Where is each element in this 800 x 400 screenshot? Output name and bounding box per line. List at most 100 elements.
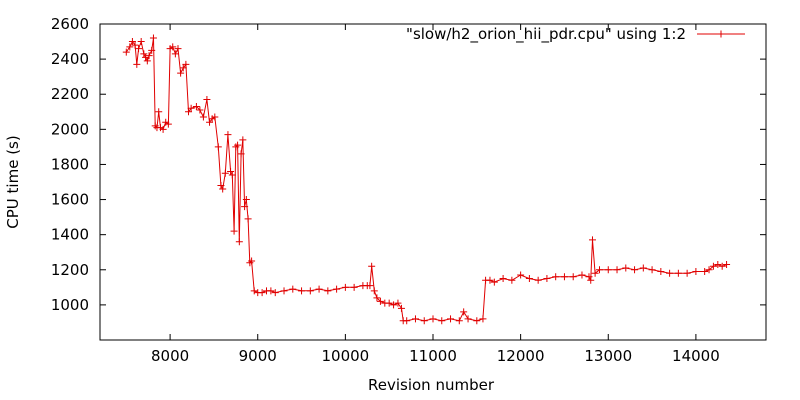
y-tick-label: 1800 bbox=[51, 155, 89, 173]
data-point bbox=[376, 297, 384, 305]
data-point bbox=[142, 53, 150, 61]
x-tick-label: 11000 bbox=[409, 347, 457, 365]
data-point bbox=[214, 143, 222, 151]
data-point bbox=[306, 287, 314, 295]
data-point bbox=[155, 108, 163, 116]
data-point bbox=[622, 264, 630, 272]
data-point bbox=[177, 69, 185, 77]
data-point bbox=[289, 285, 297, 293]
data-point bbox=[192, 103, 200, 111]
data-point bbox=[244, 215, 252, 223]
data-point bbox=[333, 285, 341, 293]
legend-series-name: "slow/h2_orion_hii_pdr.cpu" using 1:2 bbox=[406, 25, 686, 44]
data-point bbox=[499, 275, 507, 283]
data-point bbox=[174, 45, 182, 53]
data-point bbox=[341, 283, 349, 291]
data-point bbox=[517, 271, 525, 279]
y-tick-label: 1200 bbox=[51, 261, 89, 279]
data-point bbox=[366, 282, 374, 290]
x-axis-title: Revision number bbox=[368, 376, 495, 394]
data-point bbox=[385, 299, 393, 307]
data-point bbox=[587, 276, 595, 284]
data-point bbox=[230, 227, 238, 235]
data-point bbox=[211, 113, 219, 121]
data-point bbox=[639, 264, 647, 272]
data-point bbox=[239, 136, 247, 144]
data-point bbox=[298, 287, 306, 295]
data-point bbox=[525, 275, 533, 283]
data-point bbox=[543, 275, 551, 283]
data-point bbox=[135, 45, 143, 53]
y-tick-label: 1000 bbox=[51, 296, 89, 314]
data-point bbox=[217, 182, 225, 190]
data-point bbox=[479, 315, 487, 323]
data-point bbox=[149, 34, 157, 42]
y-axis-ticks: 1000 1200 1400 1600 1800 2000 2200 2400 2600 bbox=[51, 15, 766, 314]
data-point bbox=[534, 276, 542, 284]
data-point bbox=[569, 273, 577, 281]
data-point bbox=[403, 317, 411, 325]
y-tick-label: 1600 bbox=[51, 191, 89, 209]
data-point bbox=[394, 299, 402, 307]
data-point bbox=[234, 141, 242, 149]
x-tick-label: 10000 bbox=[322, 347, 370, 365]
data-point bbox=[126, 43, 134, 51]
data-point bbox=[235, 238, 243, 246]
data-point bbox=[596, 266, 603, 274]
data-point bbox=[151, 122, 159, 130]
data-point bbox=[315, 285, 323, 293]
data-point bbox=[397, 304, 405, 312]
data-point bbox=[588, 236, 596, 244]
data-point bbox=[206, 118, 214, 126]
data-point bbox=[246, 259, 254, 267]
data-point bbox=[221, 169, 229, 177]
data-point bbox=[683, 269, 691, 277]
data-point bbox=[143, 57, 151, 65]
data-point bbox=[585, 273, 593, 281]
data-point bbox=[460, 308, 468, 316]
data-point bbox=[171, 50, 179, 58]
data-point bbox=[370, 287, 378, 295]
data-point bbox=[271, 289, 279, 297]
x-tick-label: 12000 bbox=[497, 347, 545, 365]
data-point bbox=[203, 95, 211, 103]
plot-area bbox=[99, 23, 767, 341]
data-point bbox=[464, 315, 472, 323]
data-point bbox=[219, 185, 227, 193]
data-point bbox=[241, 203, 249, 211]
data-point bbox=[350, 283, 358, 291]
data-point bbox=[324, 287, 332, 295]
legend-series-marker bbox=[717, 30, 725, 38]
data-point bbox=[137, 38, 145, 46]
data-point bbox=[447, 315, 455, 323]
data-point bbox=[185, 108, 193, 116]
data-point bbox=[723, 261, 731, 269]
data-point bbox=[196, 106, 204, 114]
data-point bbox=[169, 43, 177, 51]
data-point bbox=[145, 52, 153, 60]
data-point bbox=[411, 315, 419, 323]
data-point bbox=[373, 294, 381, 302]
data-point bbox=[438, 317, 446, 325]
data-point bbox=[718, 262, 726, 270]
data-point bbox=[604, 266, 612, 274]
data-point bbox=[666, 269, 674, 277]
data-point bbox=[701, 268, 709, 276]
data-point bbox=[131, 41, 139, 49]
data-point bbox=[280, 287, 288, 295]
y-tick-label: 2600 bbox=[51, 15, 89, 33]
data-point bbox=[187, 104, 195, 112]
data-point bbox=[578, 271, 586, 279]
data-point bbox=[242, 196, 250, 204]
series-cpu-time bbox=[122, 34, 731, 325]
data-point bbox=[228, 171, 236, 179]
data-point bbox=[674, 269, 682, 277]
data-point bbox=[552, 273, 560, 281]
data-point bbox=[133, 60, 141, 68]
x-axis-ticks: 8000 9000 10000 11000 12000 13000 14000 bbox=[151, 24, 720, 365]
data-point bbox=[237, 150, 245, 158]
y-tick-label: 2400 bbox=[51, 50, 89, 68]
data-point bbox=[164, 120, 172, 128]
x-tick-label: 14000 bbox=[672, 347, 720, 365]
